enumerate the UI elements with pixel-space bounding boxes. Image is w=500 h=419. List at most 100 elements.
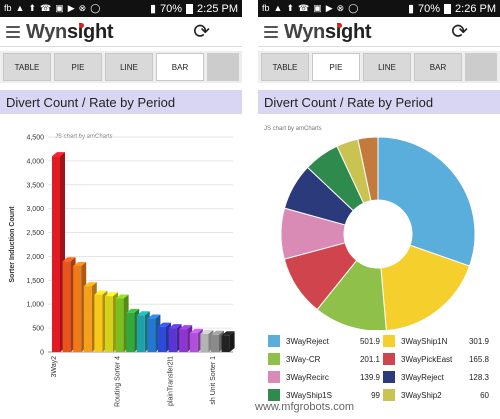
image-icon: ▣	[55, 3, 64, 13]
status-bar: fb ▲ ⬆ ☎ ▣ ▶ ⊗ ◯ ▮ 70% 2:26 PM	[258, 0, 500, 17]
wynsight-logo: Wynsight	[26, 21, 114, 43]
app-bar: Wynsight ⟳	[258, 17, 500, 47]
tab-table[interactable]: TABLE	[3, 53, 51, 81]
upload-icon: ⬆	[28, 3, 36, 13]
notification-icons: fb ▲ ⬆ ☎ ▣ ▶ ⊗ ◯	[262, 3, 358, 14]
y-tick-label: 1,500	[26, 278, 44, 285]
legend-row: 3Way-CR 201.1 3WayPickEast 165.8	[268, 350, 498, 368]
pie-slice[interactable]	[357, 136, 379, 202]
play-icon: ▶	[67, 3, 75, 13]
warning-icon: ▲	[15, 3, 25, 13]
legend-item[interactable]: 3WayRecirc 139.9	[268, 371, 383, 383]
legend-swatch	[383, 335, 395, 347]
alarm-icon: ◯	[348, 3, 359, 13]
view-tabs: TABLE PIE LINE BAR	[258, 51, 500, 83]
bar-chart: JS chart by amCharts05001,0001,5002,0002…	[9, 134, 235, 407]
image-icon: ▣	[313, 3, 322, 13]
battery-icon	[444, 3, 452, 14]
legend-row: 3WayReject 501.9 3WayShip1N 301.9	[268, 332, 498, 350]
facebook-icon: fb	[262, 3, 270, 13]
clock: 2:26 PM	[455, 2, 496, 15]
legend-label: 3WayShip2	[401, 390, 442, 400]
y-axis-label: Sorter Induction Count	[9, 206, 16, 283]
legend-label: 3WayReject	[401, 372, 444, 382]
tab-bar[interactable]: BAR	[156, 53, 204, 81]
pie-legend: 3WayReject 501.9 3WayShip1N 301.9 3Way-CR 201…	[268, 332, 498, 404]
legend-row: 3WayRecirc 139.9 3WayReject 128.3	[268, 368, 498, 386]
legend-swatch	[383, 371, 395, 383]
legend-item[interactable]: 3WayShip1N 301.9	[383, 335, 498, 347]
legend-swatch	[383, 353, 395, 365]
warning-icon: ▲	[273, 3, 283, 13]
legend-row: 3WayShip1S 99 3WayShip2 60	[268, 386, 498, 404]
bar-chart-area: JS chart by amCharts 0 500 1,000 1,500 2,000 2…	[0, 120, 242, 419]
tab-overflow	[465, 53, 497, 81]
legend-value: 128.3	[468, 372, 489, 382]
legend-swatch	[268, 335, 280, 347]
legend-item[interactable]: 3WayReject 501.9	[268, 335, 383, 347]
hamburger-menu-icon[interactable]	[264, 26, 278, 38]
play-icon: ▶	[325, 3, 333, 13]
chart-title: Divert Count / Rate by Period	[258, 90, 500, 114]
legend-value: 139.9	[359, 372, 380, 382]
app-bar: Wynsight ⟳	[0, 17, 242, 47]
tab-line[interactable]: LINE	[105, 53, 153, 81]
alarm-icon: ◯	[90, 3, 101, 13]
clock: 2:25 PM	[197, 2, 238, 15]
phone-icon: ☎	[297, 3, 310, 13]
legend-value: 201.1	[359, 354, 380, 364]
upload-icon: ⬆	[286, 3, 294, 13]
legend-label: 3WayPickEast	[401, 354, 453, 364]
tab-pie[interactable]: PIE	[54, 53, 102, 81]
battery-icon	[186, 3, 194, 14]
refresh-icon[interactable]: ⟳	[451, 21, 468, 43]
legend-value: 165.8	[468, 354, 489, 364]
tab-line[interactable]: LINE	[363, 53, 411, 81]
signal-icon: ▮	[149, 3, 156, 15]
y-tick-label: 3,500	[26, 182, 44, 189]
legend-item[interactable]: 3WayPickEast 165.8	[383, 353, 498, 365]
pie-chart-area: JS chart by amCharts	[258, 120, 500, 419]
y-tick-label: 3,000	[26, 206, 44, 213]
pie-slice[interactable]	[377, 136, 476, 267]
legend-value: 60	[480, 390, 489, 400]
chart-credit[interactable]: JS chart by amCharts	[264, 126, 322, 132]
tab-table[interactable]: TABLE	[261, 53, 309, 81]
battery-percent: 70%	[418, 2, 441, 15]
y-tick-label: 4,000	[26, 158, 44, 165]
view-tabs: TABLE PIE LINE BAR	[0, 51, 242, 83]
y-tick-label: 2,000	[26, 254, 44, 261]
legend-item[interactable]: 3WayShip2 60	[383, 389, 498, 401]
legend-item[interactable]: 3Way-CR 201.1	[268, 353, 383, 365]
legend-value: 301.9	[468, 336, 489, 346]
legend-swatch	[268, 371, 280, 383]
tab-bar[interactable]: BAR	[414, 53, 462, 81]
legend-label: 3WayShip1S	[286, 390, 332, 400]
legend-label: 3WayRecirc	[286, 372, 329, 382]
legend-swatch	[268, 389, 280, 401]
mute-icon: ⊗	[336, 3, 345, 13]
legend-label: 3WayReject	[286, 336, 329, 346]
y-tick-label: 1,000	[26, 302, 44, 309]
wynsight-logo: Wynsight	[284, 21, 372, 43]
y-tick-label: 4,500	[26, 135, 44, 142]
battery-percent: 70%	[160, 2, 183, 15]
phone-right: fb ▲ ⬆ ☎ ▣ ▶ ⊗ ◯ ▮ 70% 2:26 PM Wynsight …	[258, 0, 500, 419]
signal-icon: ▮	[407, 3, 414, 15]
y-tick-label: 2,500	[26, 230, 44, 237]
x-tick-label: 3Way2	[51, 356, 58, 378]
legend-label: 3WayShip1N	[401, 336, 448, 346]
pie-chart	[280, 136, 476, 332]
chart-title: Divert Count / Rate by Period	[0, 90, 242, 114]
mute-icon: ⊗	[78, 3, 87, 13]
legend-value: 501.9	[359, 336, 380, 346]
hamburger-menu-icon[interactable]	[6, 26, 20, 38]
y-tick-label: 0	[40, 350, 44, 357]
legend-swatch	[268, 353, 280, 365]
legend-item[interactable]: 3WayReject 128.3	[383, 371, 498, 383]
legend-item[interactable]: 3WayShip1S 99	[268, 389, 383, 401]
refresh-icon[interactable]: ⟳	[193, 21, 210, 43]
x-tick-label: Routing Sorter 4	[115, 356, 122, 407]
tab-pie[interactable]: PIE	[312, 53, 360, 81]
bar[interactable]	[221, 331, 235, 352]
